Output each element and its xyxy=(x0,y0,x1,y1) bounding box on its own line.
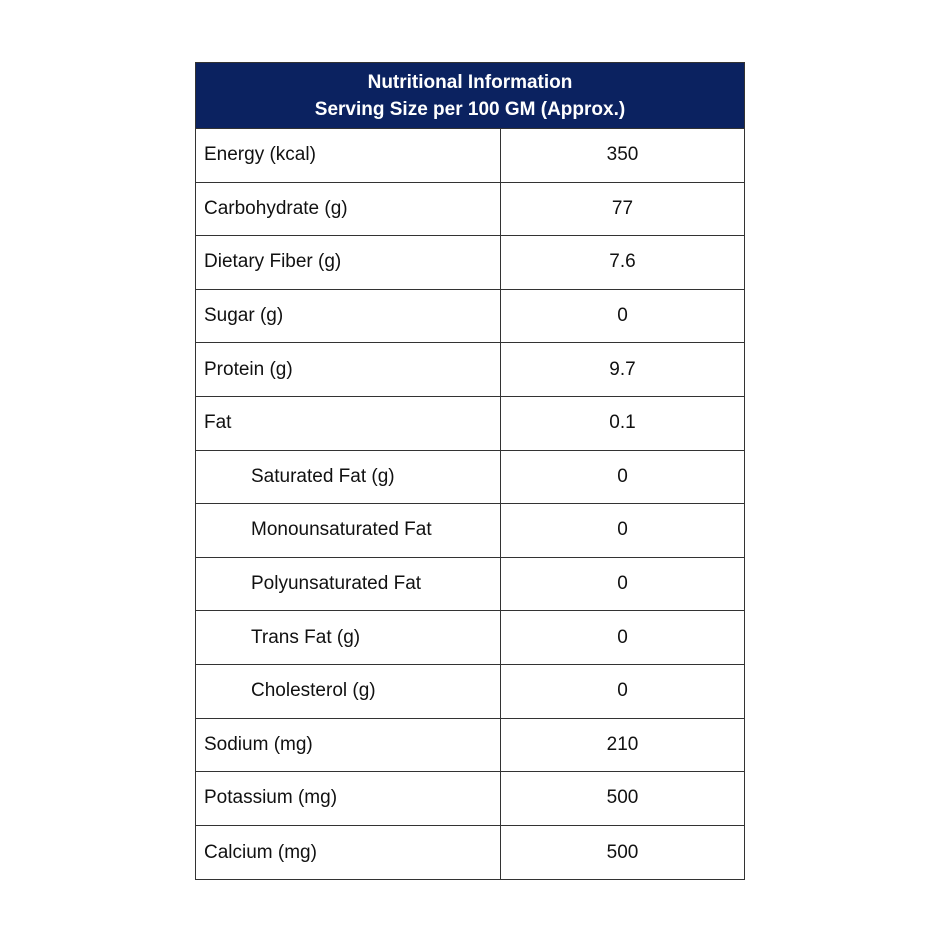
nutrient-value: 210 xyxy=(606,733,639,755)
nutrient-name: Sodium (mg) xyxy=(196,718,501,772)
nutrient-name: Cholesterol (g) xyxy=(196,664,501,718)
table-row: Sugar (g) 0 xyxy=(196,289,744,344)
nutrient-value: 0 xyxy=(617,465,628,487)
nutrient-value: 500 xyxy=(606,841,639,863)
nutrient-name: Trans Fat (g) xyxy=(196,611,501,664)
nutrient-name: Saturated Fat (g) xyxy=(196,450,501,504)
header-subtitle: Serving Size per 100 GM (Approx.) xyxy=(314,98,626,120)
nutrient-name: Sugar (g) xyxy=(196,289,501,343)
table-row: Protein (g) 9.7 xyxy=(196,343,744,397)
nutrient-name: Energy (kcal) xyxy=(196,129,501,182)
table-row: Carbohydrate (g) 77 xyxy=(196,182,744,237)
nutrient-name: Monounsaturated Fat xyxy=(196,504,501,557)
table-row: Saturated Fat (g) 0 xyxy=(196,450,744,505)
nutrient-name: Potassium (mg) xyxy=(196,772,501,825)
nutrient-name: Calcium (mg) xyxy=(196,825,501,880)
nutrient-value: 7.6 xyxy=(609,251,636,273)
header-title: Nutritional Information xyxy=(367,71,573,93)
nutrient-value: 500 xyxy=(606,787,639,809)
table-row: Trans Fat (g) 0 xyxy=(196,611,744,665)
table-row: Fat 0.1 xyxy=(196,396,744,451)
nutrient-value: 9.7 xyxy=(609,358,636,380)
nutrient-value: 0 xyxy=(617,573,628,595)
table-row: Monounsaturated Fat 0 xyxy=(196,504,744,558)
nutrient-name: Polyunsaturated Fat xyxy=(196,557,501,611)
nutrient-value: 350 xyxy=(606,144,639,166)
table-row: Sodium (mg) 210 xyxy=(196,718,744,773)
nutrient-value: 0 xyxy=(617,519,628,541)
nutrient-value: 77 xyxy=(611,197,634,219)
nutrient-value: 0 xyxy=(617,305,628,327)
nutrient-value: 0 xyxy=(617,680,628,702)
table-row: Cholesterol (g) 0 xyxy=(196,664,744,719)
nutrient-name: Protein (g) xyxy=(196,343,501,396)
table-row: Calcium (mg) 500 xyxy=(196,825,744,880)
nutrient-value: 0 xyxy=(617,626,628,648)
nutrient-value: 0.1 xyxy=(609,412,636,434)
nutrient-name: Fat xyxy=(196,396,501,450)
nutrition-table: Nutritional Information Serving Size per… xyxy=(195,62,745,881)
table-row: Dietary Fiber (g) 7.6 xyxy=(196,236,744,290)
nutrient-name: Dietary Fiber (g) xyxy=(196,236,501,289)
nutrient-name: Carbohydrate (g) xyxy=(196,182,501,236)
table-header: Nutritional Information Serving Size per… xyxy=(196,63,744,129)
table-row: Potassium (mg) 500 xyxy=(196,772,744,826)
table-row: Polyunsaturated Fat 0 xyxy=(196,557,744,612)
table-row: Energy (kcal) 350 xyxy=(196,129,744,183)
